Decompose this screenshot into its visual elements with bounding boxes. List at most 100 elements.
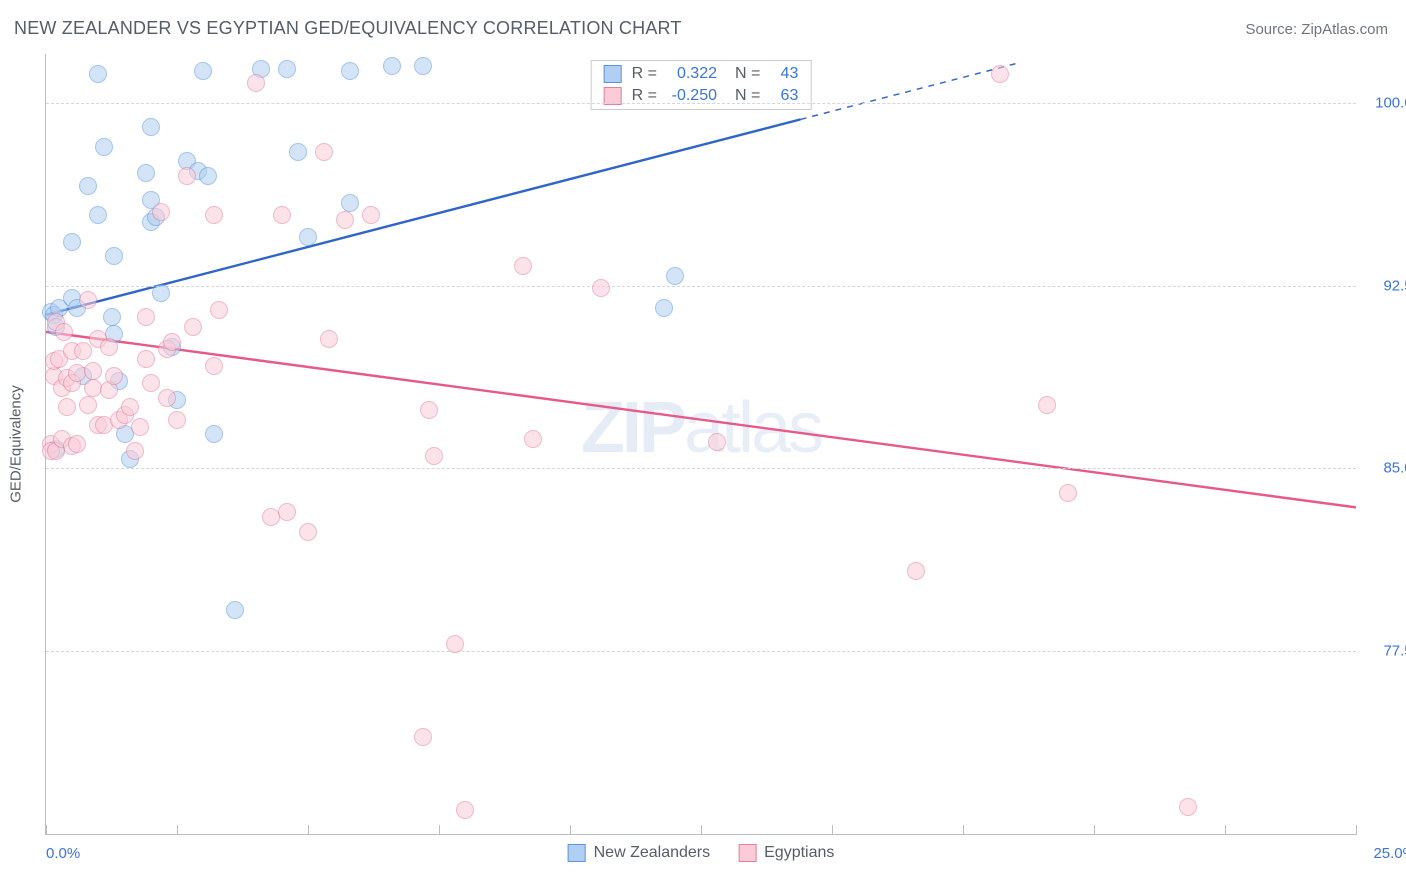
series-legend: New Zealanders Egyptians (568, 844, 835, 862)
data-point (456, 801, 474, 819)
data-point (131, 418, 149, 436)
data-point (299, 523, 317, 541)
x-tick-label: 25.0% (1356, 845, 1406, 862)
data-point (299, 228, 317, 246)
data-point (137, 350, 155, 368)
data-point (100, 338, 118, 356)
legend-item: New Zealanders (568, 844, 711, 862)
data-point (121, 398, 139, 416)
legend-swatch (568, 844, 586, 862)
data-point (420, 401, 438, 419)
data-point (84, 362, 102, 380)
x-tick (963, 825, 964, 835)
data-point (178, 167, 196, 185)
data-point (341, 62, 359, 80)
data-point (142, 374, 160, 392)
data-point (74, 342, 92, 360)
x-tick (1225, 825, 1226, 835)
data-point (226, 601, 244, 619)
data-point (278, 60, 296, 78)
chart-source: Source: ZipAtlas.com (1245, 21, 1388, 38)
data-point (708, 433, 726, 451)
chart-header: NEW ZEALANDER VS EGYPTIAN GED/EQUIVALENC… (14, 18, 1388, 39)
x-tick (832, 825, 833, 835)
data-point (320, 330, 338, 348)
legend-label: Egyptians (764, 844, 834, 862)
legend-swatch (738, 844, 756, 862)
data-point (907, 562, 925, 580)
watermark-light: atlas (684, 388, 821, 468)
x-tick (177, 825, 178, 835)
y-tick-label: 77.5% (1366, 643, 1406, 660)
y-tick-label: 92.5% (1366, 277, 1406, 294)
legend-swatch (604, 65, 622, 83)
watermark-bold: ZIP (581, 388, 684, 468)
scatter-plot: GED/Equivalency ZIPatlas R =0.322N =43R … (45, 54, 1356, 835)
n-label: N = (735, 65, 760, 83)
x-tick-label: 0.0% (46, 845, 80, 862)
y-axis-title: GED/Equivalency (8, 385, 25, 503)
chart-title: NEW ZEALANDER VS EGYPTIAN GED/EQUIVALENC… (14, 18, 682, 39)
x-tick (439, 825, 440, 835)
x-tick (1356, 825, 1357, 835)
x-tick (570, 825, 571, 835)
data-point (137, 164, 155, 182)
r-value: 0.322 (667, 65, 717, 83)
data-point (55, 323, 73, 341)
data-point (414, 728, 432, 746)
data-point (205, 425, 223, 443)
r-label: R = (632, 65, 657, 83)
data-point (414, 57, 432, 75)
legend-item: Egyptians (738, 844, 834, 862)
data-point (425, 447, 443, 465)
data-point (89, 65, 107, 83)
data-point (247, 74, 265, 92)
y-tick-label: 85.0% (1366, 460, 1406, 477)
data-point (514, 257, 532, 275)
data-point (1038, 396, 1056, 414)
data-point (289, 143, 307, 161)
data-point (446, 635, 464, 653)
data-point (68, 435, 86, 453)
data-point (205, 357, 223, 375)
data-point (79, 177, 97, 195)
data-point (315, 143, 333, 161)
gridline (46, 468, 1356, 469)
data-point (383, 57, 401, 75)
data-point (152, 284, 170, 302)
data-point (194, 62, 212, 80)
stats-row: R = 0.322 N = 43 (592, 63, 811, 85)
data-point (341, 194, 359, 212)
data-point (158, 389, 176, 407)
data-point (126, 442, 144, 460)
data-point (105, 367, 123, 385)
data-point (336, 211, 354, 229)
x-tick (701, 825, 702, 835)
gridline (46, 286, 1356, 287)
data-point (105, 247, 123, 265)
x-tick (46, 825, 47, 835)
data-point (89, 206, 107, 224)
legend-label: New Zealanders (594, 844, 711, 862)
data-point (103, 308, 121, 326)
data-point (278, 503, 296, 521)
data-point (199, 167, 217, 185)
data-point (991, 65, 1009, 83)
data-point (79, 396, 97, 414)
data-point (168, 411, 186, 429)
data-point (163, 333, 181, 351)
watermark: ZIPatlas (581, 387, 821, 469)
data-point (666, 267, 684, 285)
gridline (46, 651, 1356, 652)
data-point (137, 308, 155, 326)
data-point (95, 138, 113, 156)
n-value: 43 (770, 65, 798, 83)
data-point (58, 398, 76, 416)
trend-lines (46, 54, 1356, 834)
data-point (655, 299, 673, 317)
data-point (205, 206, 223, 224)
gridline (46, 103, 1356, 104)
x-tick (308, 825, 309, 835)
data-point (592, 279, 610, 297)
y-tick-label: 100.0% (1366, 94, 1406, 111)
